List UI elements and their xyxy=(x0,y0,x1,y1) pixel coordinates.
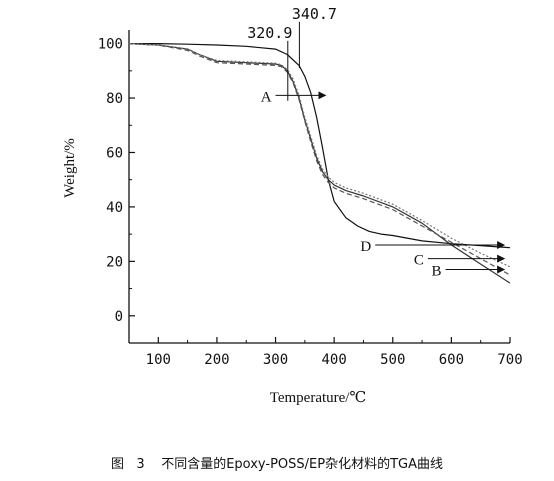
curve-label-a: A xyxy=(261,89,272,105)
x-tick-label: 200 xyxy=(204,352,229,368)
x-tick-label: 300 xyxy=(263,352,288,368)
y-tick-label: 40 xyxy=(106,200,123,216)
curve-label-b: B xyxy=(432,264,442,280)
curve-label-c: C xyxy=(414,253,424,269)
figure-caption: 图 3 不同含量的Epoxy-POSS/EP杂化材料的TGA曲线 xyxy=(111,457,443,472)
y-tick-label: 80 xyxy=(106,91,123,107)
y-tick-label: 0 xyxy=(115,309,123,325)
x-axis-label: Temperature/℃ xyxy=(270,390,367,406)
y-tick-label: 60 xyxy=(106,145,123,161)
y-tick-label: 100 xyxy=(98,37,123,53)
x-tick-label: 600 xyxy=(439,352,464,368)
series-line-d xyxy=(128,43,511,268)
series-line-a xyxy=(129,42,511,249)
temp-marker-label-320: 320.9 xyxy=(247,24,292,42)
curve-label-d: D xyxy=(360,239,371,255)
x-tick-label: 400 xyxy=(322,352,347,368)
x-tick-label: 100 xyxy=(146,352,171,368)
y-axis-label: Weight/% xyxy=(62,138,78,198)
y-tick-label: 20 xyxy=(106,254,123,270)
temp-marker-label-340: 340.7 xyxy=(292,5,337,23)
series-layer xyxy=(128,42,511,284)
x-tick-label: 700 xyxy=(497,352,522,368)
series-line-c xyxy=(128,43,511,276)
chart-axes: 100 200 300 400 500 600 700 0 20 40 60 80 100 xyxy=(98,30,523,368)
series-line-b xyxy=(128,43,511,284)
x-tick-label: 500 xyxy=(380,352,405,368)
